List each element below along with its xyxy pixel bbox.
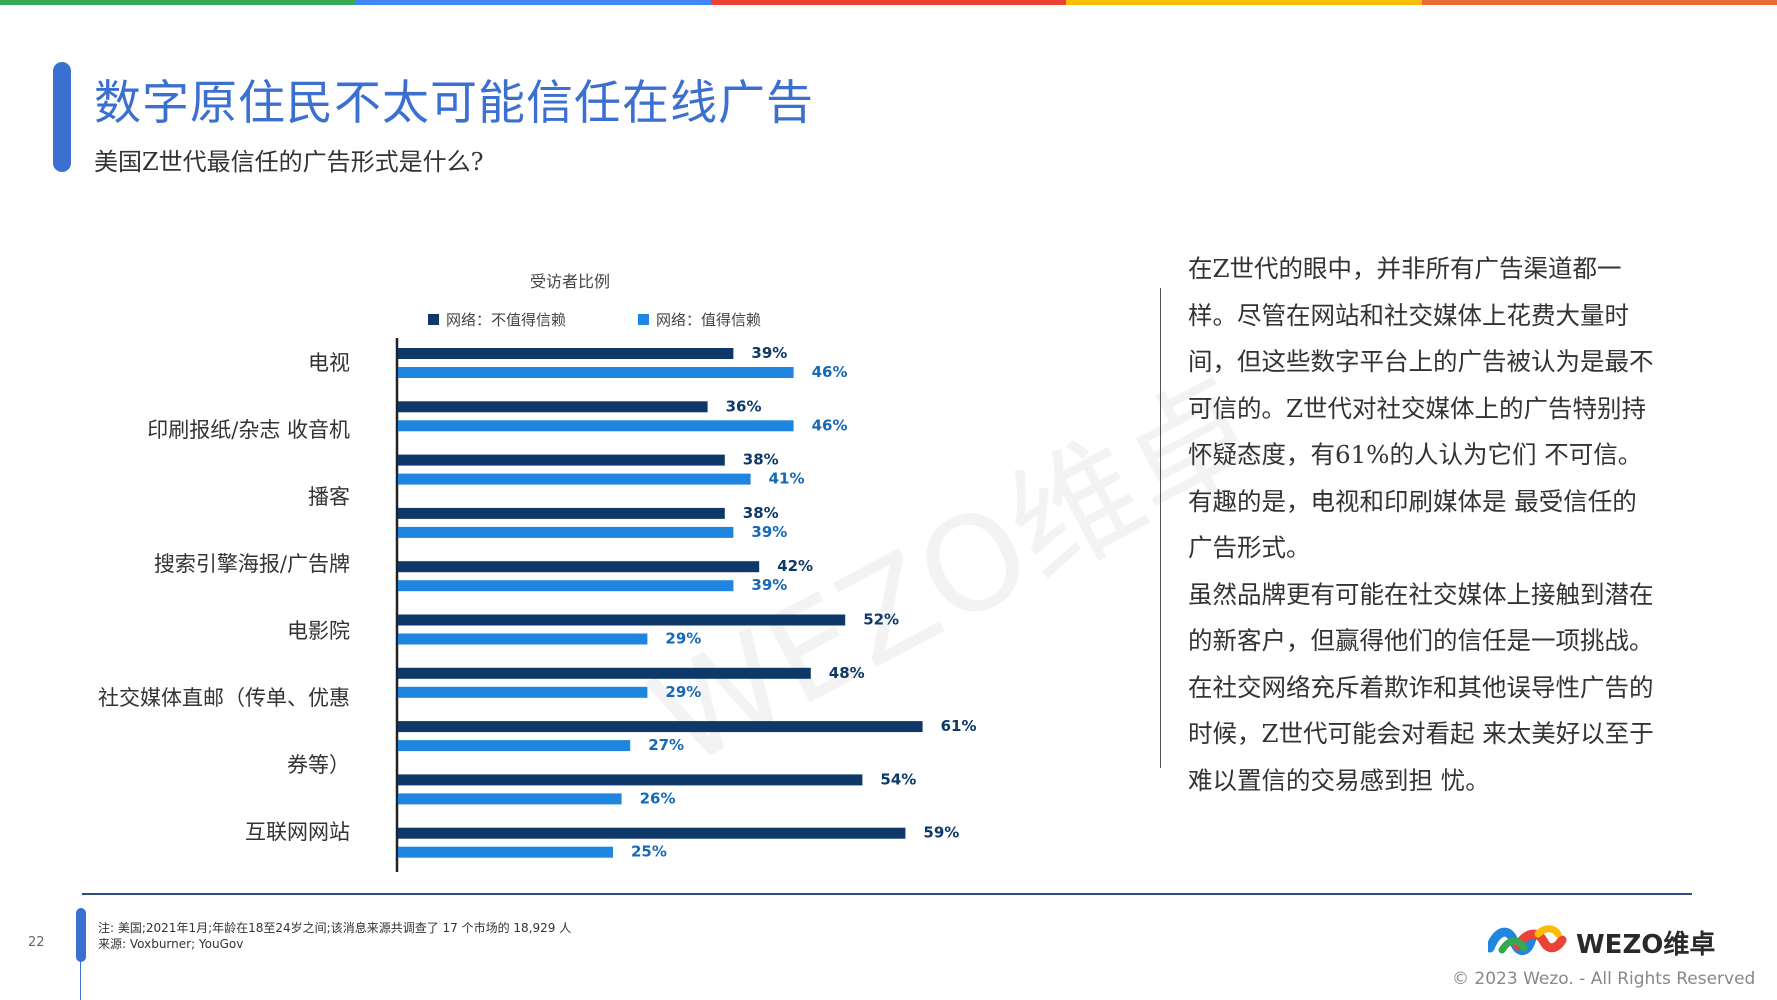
data-label: 39%: [751, 344, 787, 362]
category-label: 社交媒体直邮（传单、优惠: [98, 686, 350, 710]
bar-untrusted: [398, 667, 811, 679]
note-line: 注: 美国;2021年1月;年龄在18至24岁之间;该消息来源共调查了 17 个…: [98, 921, 572, 935]
source-line: 来源: Voxburner; YouGov: [98, 937, 244, 951]
bar-trusted: [398, 633, 648, 645]
category-label: 券等）: [287, 753, 350, 777]
data-label: 46%: [812, 363, 848, 381]
category-label: 搜索引擎海报/广告牌: [154, 552, 350, 576]
bar-untrusted: [398, 401, 708, 413]
description-paragraph-1: 在Z世代的眼中，并非所有广告渠道都一样。尽管在网站和社交媒体上花费大量时间，但这…: [1188, 254, 1654, 562]
top-bar-segment: [355, 0, 711, 5]
data-label: 61%: [941, 717, 977, 735]
data-label: 27%: [648, 736, 684, 754]
page-title: 数字原住民不太可能信任在线广告: [94, 76, 814, 131]
bar-trusted: [398, 740, 631, 752]
bar-untrusted: [398, 614, 846, 626]
source-note: 注: 美国;2021年1月;年龄在18至24岁之间;该消息来源共调查了 17 个…: [98, 920, 571, 952]
bar-trusted: [398, 580, 734, 592]
footer-divider: [82, 893, 1692, 895]
data-label: 41%: [769, 470, 805, 488]
data-label: 38%: [743, 451, 779, 469]
legend-label-untrusted: 网络：不值得信赖: [446, 311, 566, 329]
data-label: 29%: [665, 683, 701, 701]
data-label: 36%: [726, 397, 762, 415]
footer-accent-bar: [76, 908, 86, 962]
bar-trusted: [398, 420, 794, 432]
legend-label-trusted: 网络：值得信赖: [656, 311, 761, 329]
page-number: 22: [28, 935, 45, 950]
top-bar-segment: [1066, 0, 1422, 5]
bar-untrusted: [398, 827, 906, 839]
data-label: 29%: [665, 630, 701, 648]
bar-untrusted: [398, 348, 734, 359]
bar-untrusted: [398, 721, 923, 733]
title-accent-bar: [53, 62, 71, 172]
category-label: 印刷报纸/杂志 收音机: [147, 418, 350, 442]
logo-text: WEZO维卓: [1576, 930, 1716, 960]
chart-title: 受访者比例: [530, 272, 610, 291]
top-bar-segment: [0, 0, 356, 5]
bar-trusted: [398, 473, 751, 485]
bar-trusted: [398, 686, 648, 698]
category-label: 电视: [308, 351, 350, 375]
bar-untrusted: [398, 454, 725, 466]
data-label: 48%: [829, 664, 865, 682]
data-label: 52%: [863, 611, 899, 629]
legend-swatch-untrusted: [428, 314, 439, 325]
wezo-logo-icon: [1488, 925, 1567, 955]
data-label: 46%: [812, 416, 848, 434]
legend-swatch-trusted: [638, 314, 649, 325]
page-subtitle: 美国Z世代最信任的广告形式是什么?: [94, 148, 484, 176]
bar-untrusted: [398, 507, 725, 519]
top-bar-segment: [710, 0, 1067, 5]
bar-trusted: [398, 846, 613, 858]
bar-trusted: [398, 526, 734, 538]
top-color-bar: [0, 0, 1777, 5]
copyright: © 2023 Wezo. - All Rights Reserved: [1452, 969, 1756, 989]
bars: 39%46%36%46%38%41%38%39%42%39%52%29%48%2…: [398, 344, 977, 861]
category-label: 互联网网站: [245, 820, 350, 844]
description-paragraph-2: 虽然品牌更有可能在社交媒体上接触到潜在的新客户，但赢得他们的信任是一项挑战。在社…: [1188, 579, 1654, 795]
top-bar-segment: [1421, 0, 1777, 5]
data-label: 25%: [631, 843, 667, 861]
bar-trusted: [398, 793, 622, 805]
data-label: 42%: [777, 557, 813, 575]
footer-accent-line: [80, 960, 81, 1000]
data-label: 39%: [751, 576, 787, 594]
bar-trusted: [398, 367, 794, 378]
category-label: 播客: [308, 485, 350, 509]
data-label: 54%: [880, 770, 916, 788]
data-label: 59%: [923, 824, 959, 842]
data-label: 38%: [743, 504, 779, 522]
bar-untrusted: [398, 561, 760, 573]
bar-untrusted: [398, 774, 863, 786]
description-text: 在Z世代的眼中，并非所有广告渠道都一样。尽管在网站和社交媒体上花费大量时间，但这…: [1188, 246, 1658, 804]
category-label: 电影院: [287, 619, 350, 643]
data-label: 26%: [640, 789, 676, 807]
data-label: 39%: [751, 523, 787, 541]
text-divider: [1160, 288, 1161, 768]
